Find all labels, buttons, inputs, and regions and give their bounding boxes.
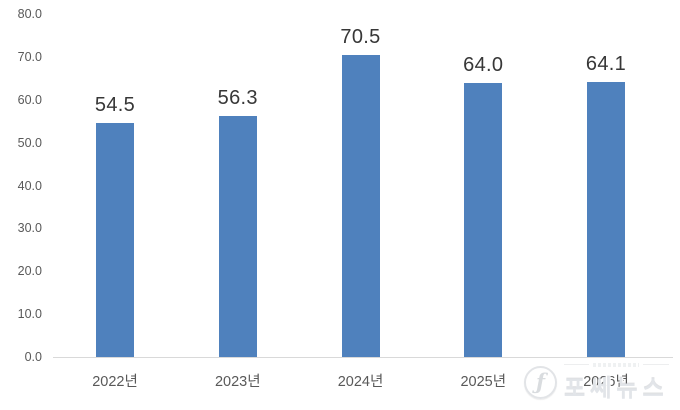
bar-value-label: 64.1 <box>585 53 627 76</box>
bar-value-label: 64.0 <box>463 53 504 76</box>
y-axis-tick-label: 0.0 <box>24 350 42 364</box>
bar <box>587 82 625 357</box>
x-axis-line <box>53 357 673 358</box>
watermark-tagline-decoration <box>564 361 669 368</box>
bar <box>464 82 503 357</box>
bar <box>341 54 380 357</box>
y-axis-tick-label: 50.0 <box>17 135 42 150</box>
x-axis-category-label: 2023년 <box>214 374 261 390</box>
y-axis-tick-label: 80.0 <box>17 7 42 21</box>
y-axis-tick-label: 30.0 <box>17 221 42 236</box>
x-axis-category-label: 2024년 <box>337 374 384 390</box>
x-axis-category-label: 2026년 <box>583 374 629 390</box>
bar <box>96 123 134 357</box>
watermark-logo-glyph: ƒ <box>535 368 546 394</box>
y-axis-tick-label: 70.0 <box>17 49 42 64</box>
x-axis-category-label: 2025년 <box>460 374 507 390</box>
bar-value-label: 54.5 <box>94 94 136 117</box>
y-axis-tick-label: 40.0 <box>17 178 42 193</box>
bar-value-label: 70.5 <box>340 25 381 48</box>
y-axis-tick-label: 60.0 <box>17 92 42 107</box>
y-axis-tick-label: 10.0 <box>17 307 42 322</box>
bar-value-label: 56.3 <box>217 86 258 109</box>
bar <box>218 115 257 357</box>
y-axis-tick-label: 20.0 <box>17 264 42 279</box>
x-axis-category-label: 2022년 <box>92 374 138 390</box>
